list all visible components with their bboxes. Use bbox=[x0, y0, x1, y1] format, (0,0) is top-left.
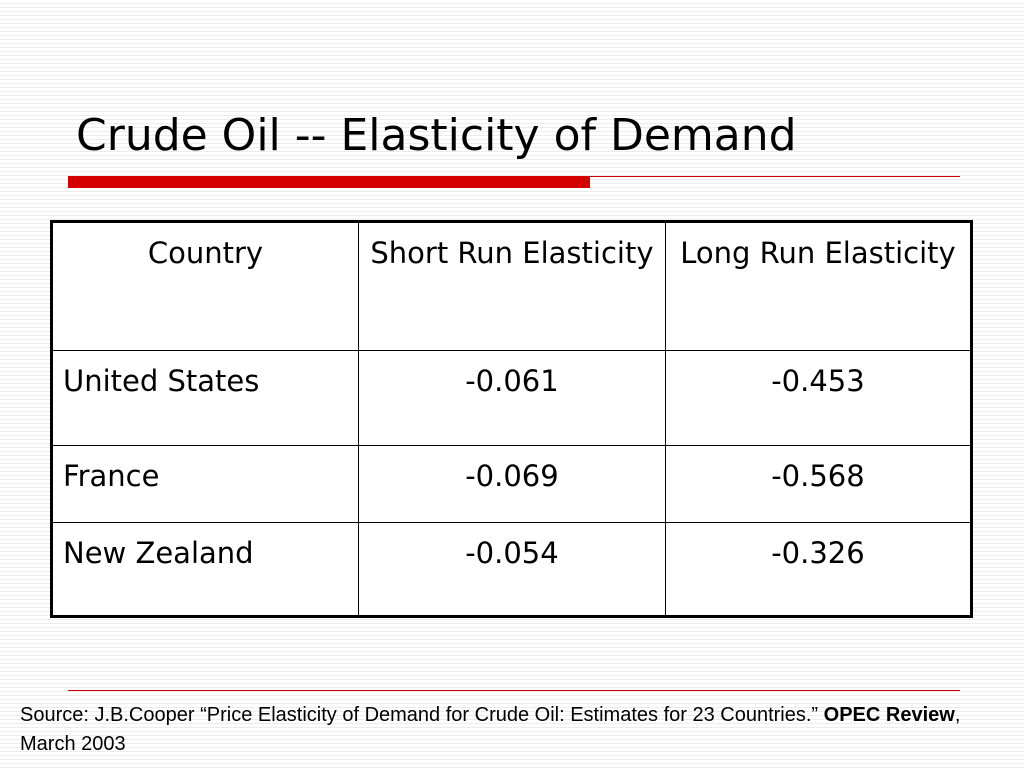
slide-title: Crude Oil -- Elasticity of Demand bbox=[76, 110, 797, 161]
source-citation: Source: J.B.Cooper “Price Elasticity of … bbox=[20, 701, 1000, 759]
title-underline bbox=[68, 176, 960, 188]
header-short-run: Short Run Elasticity bbox=[357, 221, 666, 351]
header-long-run: Long Run Elasticity bbox=[664, 221, 973, 351]
footer-divider bbox=[68, 690, 960, 691]
title-underline-thick bbox=[68, 176, 590, 188]
cell-short-run: -0.061 bbox=[357, 350, 666, 446]
cell-country: United States bbox=[51, 350, 359, 446]
cell-short-run: -0.054 bbox=[357, 522, 666, 617]
table-row: New Zealand -0.054 -0.326 bbox=[51, 522, 973, 617]
elasticity-table: Country Short Run Elasticity Long Run El… bbox=[50, 220, 973, 618]
cell-country: France bbox=[51, 445, 359, 523]
cell-country: New Zealand bbox=[51, 522, 359, 617]
cell-short-run: -0.069 bbox=[357, 445, 666, 523]
source-suffix: , March 2003 bbox=[20, 704, 961, 755]
source-journal: OPEC Review bbox=[823, 704, 955, 726]
table-header-row: Country Short Run Elasticity Long Run El… bbox=[51, 221, 973, 351]
table-row: France -0.069 -0.568 bbox=[51, 445, 973, 523]
cell-long-run: -0.568 bbox=[664, 445, 973, 523]
cell-long-run: -0.453 bbox=[664, 350, 973, 446]
cell-long-run: -0.326 bbox=[664, 522, 973, 617]
title-underline-thin bbox=[590, 176, 960, 177]
header-country: Country bbox=[51, 221, 359, 351]
table-row: United States -0.061 -0.453 bbox=[51, 350, 973, 446]
source-prefix: Source: J.B.Cooper “Price Elasticity of … bbox=[20, 704, 824, 726]
